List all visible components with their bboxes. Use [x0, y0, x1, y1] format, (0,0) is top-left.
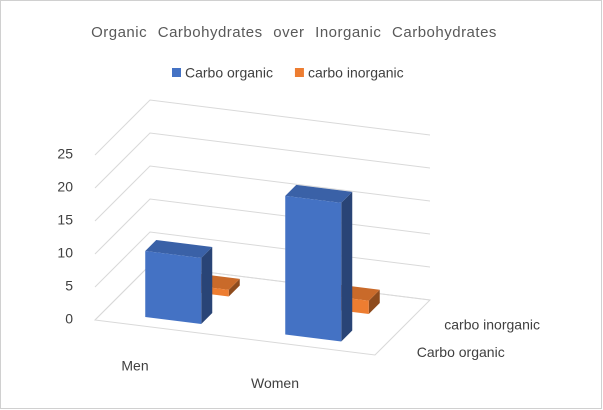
y-tick-label: 25	[57, 146, 73, 162]
y-tick-label: 15	[57, 212, 73, 228]
bar	[145, 251, 202, 324]
legend-label: carbo inorganic	[308, 65, 404, 81]
depth-label: Carbo organic	[417, 344, 505, 360]
depth-label: carbo inorganic	[444, 316, 540, 332]
bar-side	[201, 247, 213, 324]
grid-line	[94, 132, 431, 189]
bar	[285, 195, 342, 342]
x-tick-label: Women	[251, 375, 299, 391]
y-tick-label: 20	[57, 179, 73, 195]
legend-swatch	[294, 68, 304, 77]
bar-side	[368, 289, 380, 314]
legend-label: Carbo organic	[185, 65, 273, 81]
bar-side	[341, 191, 353, 342]
legend-swatch	[172, 68, 181, 77]
grid-line	[94, 99, 431, 156]
y-tick-label: 5	[65, 278, 73, 294]
bar-top	[145, 240, 213, 258]
y-tick-label: 0	[65, 311, 73, 327]
bar-side	[228, 278, 240, 297]
chart-title: Organic Carbohydrates over Inorganic Car…	[91, 24, 497, 41]
grid-line	[94, 165, 431, 222]
y-tick-label: 10	[57, 245, 73, 261]
bar-top	[285, 184, 353, 203]
x-tick-label: Men	[121, 357, 148, 373]
